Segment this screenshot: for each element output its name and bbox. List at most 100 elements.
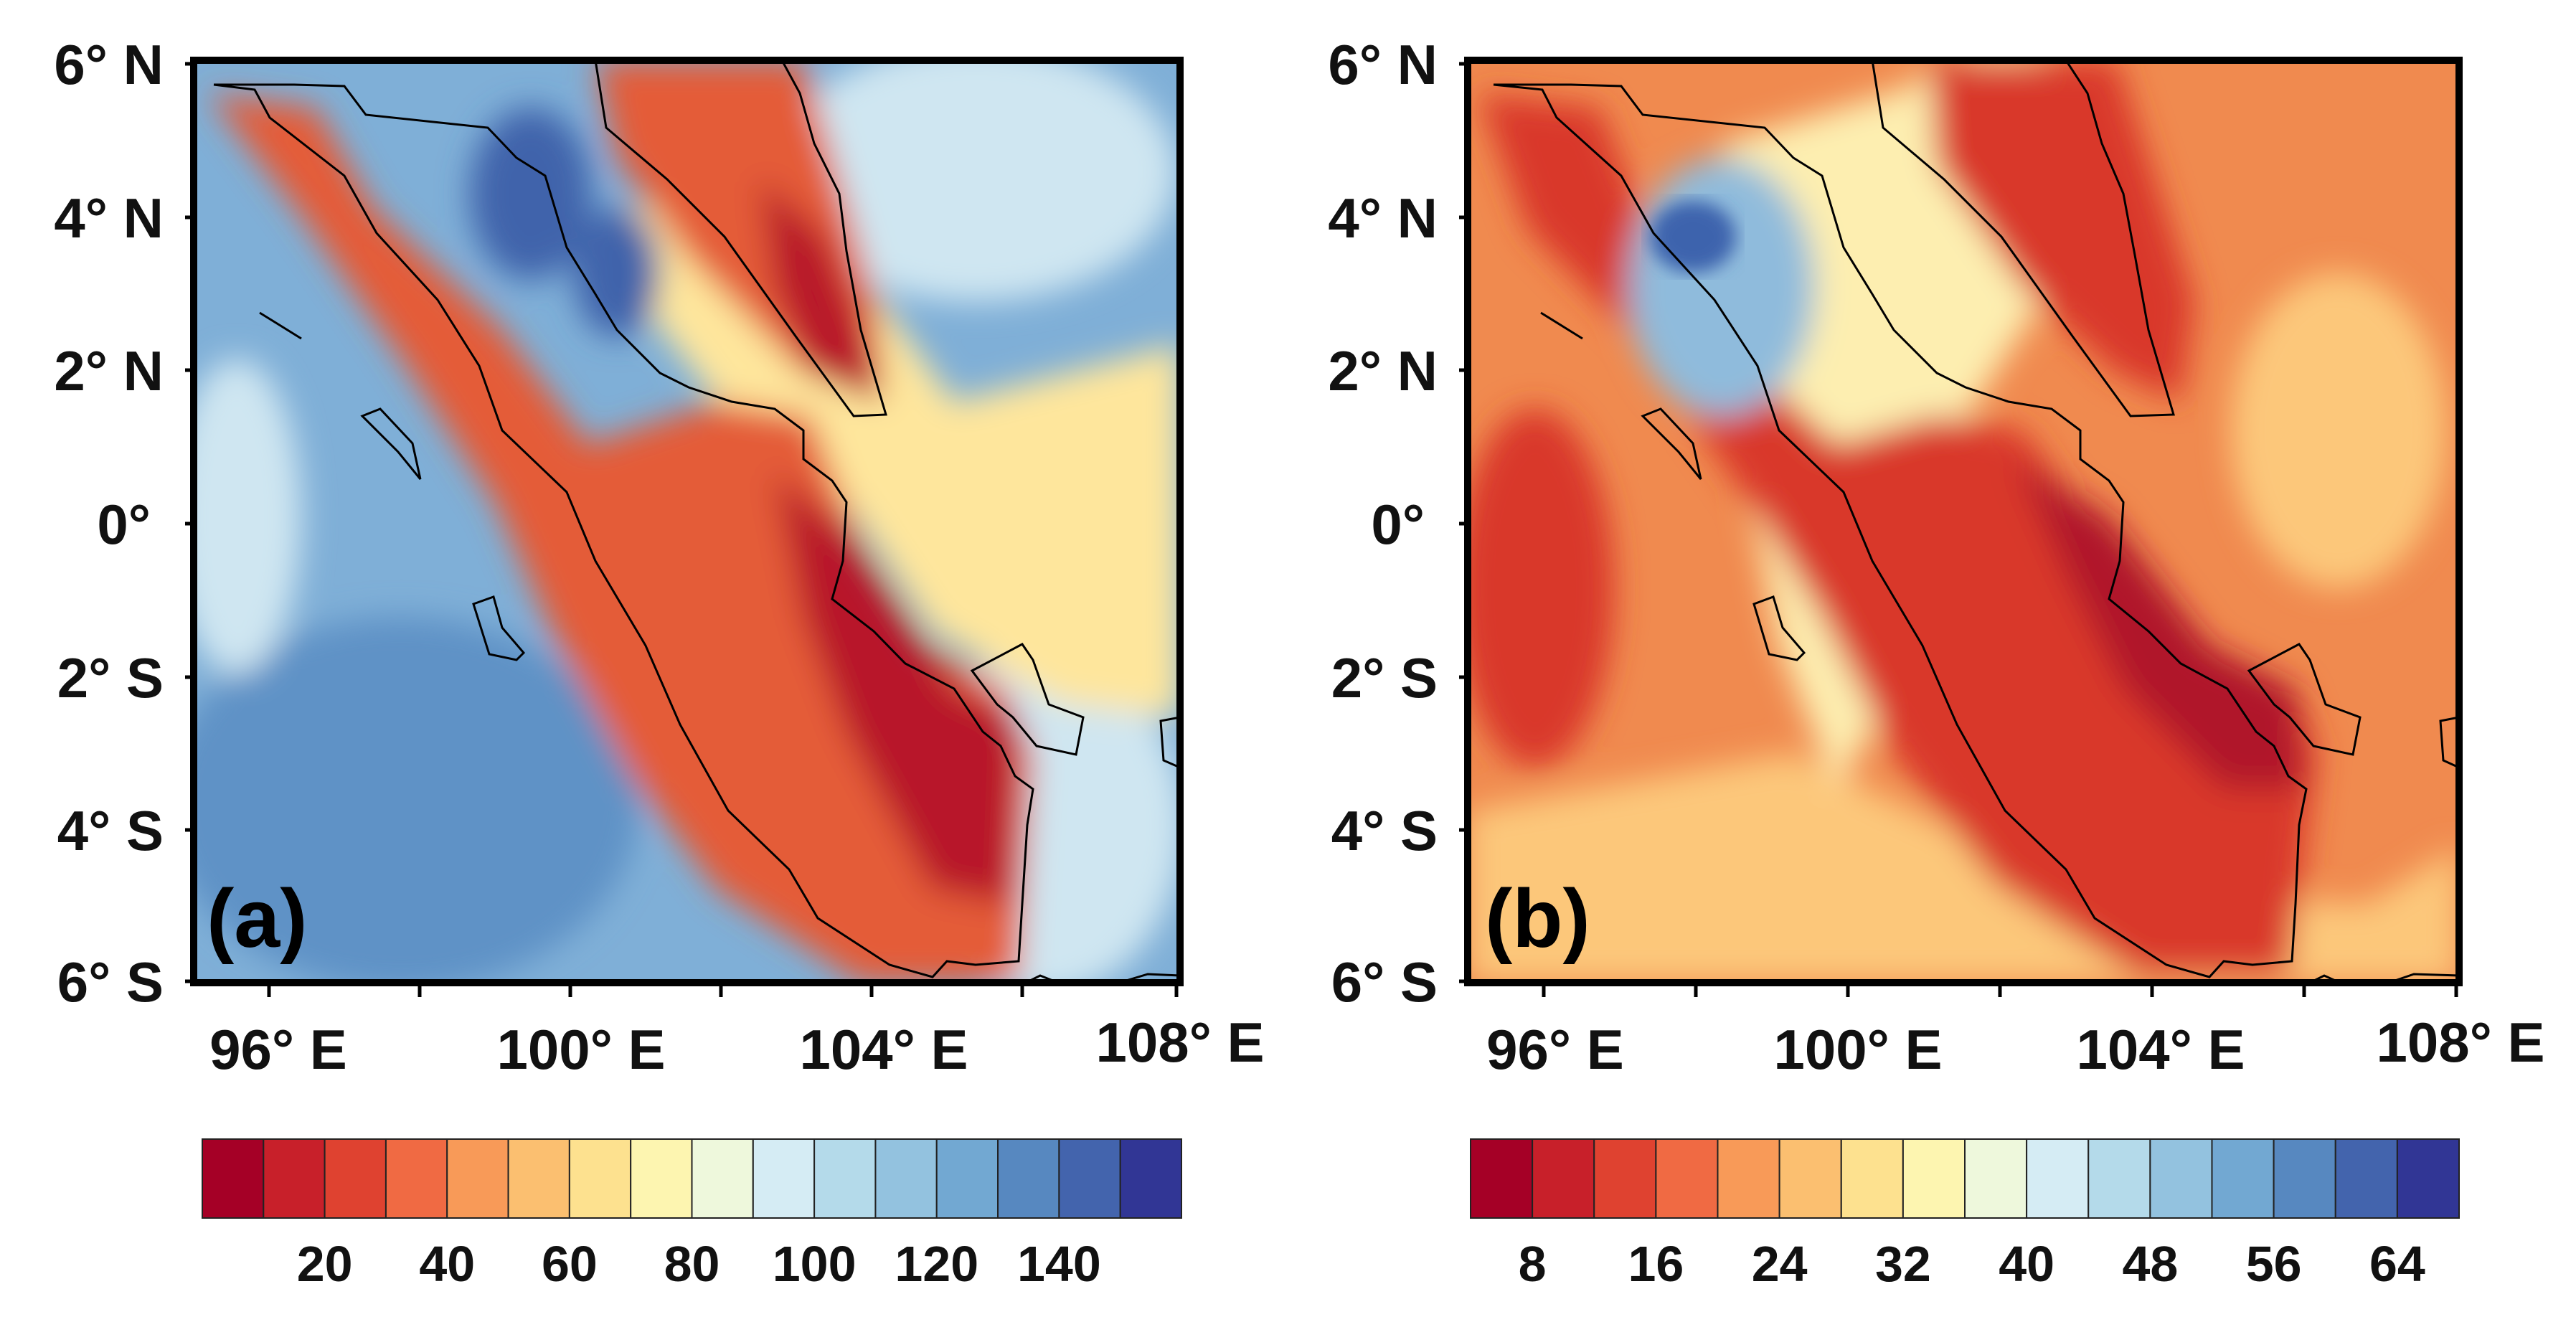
lat-label-a: 4° N [54, 187, 164, 250]
colorbar-tick-label: 20 [297, 1236, 353, 1292]
colorbar-swatch [1532, 1138, 1595, 1219]
panel-label-b: (b) [1485, 873, 1590, 965]
lon-labels-a: 96° E 100° E 104° E 108° E [209, 1011, 1264, 1081]
lon-label-a: 104° E [799, 1018, 968, 1081]
lat-label-a: 2° N [54, 339, 164, 402]
colorbar-swatch [2211, 1138, 2275, 1219]
colorbar-swatch [874, 1138, 938, 1219]
colorbar-swatch [2396, 1138, 2460, 1219]
colorbar-swatch [1840, 1138, 1904, 1219]
ocean-light-a3 [194, 359, 301, 674]
colorbar-swatch [1778, 1138, 1842, 1219]
island-b-1 [1641, 407, 1702, 480]
colorbar-tick-label: 16 [1628, 1236, 1684, 1292]
lon-tickmarks-a [267, 983, 1179, 997]
map-a-field [194, 60, 1180, 983]
colorbar-swatch [202, 1138, 265, 1219]
island-a-5 [259, 311, 302, 340]
lon-tickmarks-b [1542, 983, 2458, 997]
lat-labels-b: 6° N 4° N 2° N 0° 2° S 4° S 6° S [1328, 33, 1438, 1014]
colorbar-swatch [1902, 1138, 1966, 1219]
lat-label-b: 6° N [1328, 33, 1438, 96]
colorbar-swatch [935, 1138, 999, 1219]
island-a-3 [970, 643, 1085, 756]
island-a-4 [1159, 716, 1180, 769]
colorbar-tick-label: 40 [1999, 1236, 2054, 1292]
colorbar-swatch [1470, 1138, 1534, 1219]
colorbar-tick-label: 140 [1017, 1236, 1101, 1292]
panel-label-a: (a) [207, 873, 308, 965]
colorbar-swatch [2273, 1138, 2336, 1219]
lat-label-b: 4° N [1328, 187, 1438, 250]
highland-b-core [1650, 201, 1736, 273]
lon-label-a: 108° E [1095, 1011, 1264, 1074]
colorbar-b-tick-labels: 8 16 24 32 40 48 56 64 [1519, 1236, 2425, 1292]
ocean-light-b2 [2231, 273, 2446, 588]
colorbar-tick-label: 80 [664, 1236, 720, 1292]
island-a-1 [360, 407, 422, 480]
colorbar-swatch [446, 1138, 509, 1219]
lon-label-a: 96° E [209, 1018, 347, 1081]
colorbar-swatch [1058, 1138, 1121, 1219]
coastlines-a [213, 60, 1180, 983]
colorbar-swatch [1717, 1138, 1780, 1219]
colorbar-tick-label: 32 [1875, 1236, 1931, 1292]
lon-label-b: 96° E [1486, 1018, 1624, 1081]
island-b-3 [2247, 643, 2362, 756]
coastline-north-b [1871, 60, 2175, 417]
colorbar-tick-label: 64 [2369, 1236, 2425, 1292]
colorbar-swatch [813, 1138, 877, 1219]
colorbar-swatch [324, 1138, 387, 1219]
colorbar-a-swatches [202, 1138, 1182, 1219]
colorbar-tick-label: 40 [419, 1236, 475, 1292]
lat-label-a: 6° S [57, 950, 164, 1014]
lat-label-b: 6° S [1331, 950, 1438, 1014]
map-b-field [1468, 60, 2459, 983]
coastlines-b [1493, 60, 2459, 983]
colorbar-swatch [1593, 1138, 1657, 1219]
lon-labels-b: 96° E 100° E 104° E 108° E [1486, 1011, 2544, 1081]
colorbar-b-swatches [1470, 1138, 2460, 1219]
colorbar-tick-label: 120 [895, 1236, 978, 1292]
colorbar-a-tick-labels: 20 40 60 80 100 120 140 [297, 1236, 1101, 1292]
lat-label-b: 2° N [1328, 339, 1438, 402]
north-land-field-b [1930, 60, 2195, 402]
colorbar-tick-label: 56 [2246, 1236, 2302, 1292]
colorbar-swatch [1964, 1138, 2028, 1219]
map-frame-b [1464, 57, 2463, 986]
highland-b [1628, 158, 1815, 416]
ocean-light-a2 [775, 60, 1176, 301]
colorbar-tick-label: 100 [773, 1236, 857, 1292]
sumatra-field-a [208, 93, 1033, 983]
lon-label-b: 104° E [2076, 1018, 2245, 1081]
lat-label-a: 6° N [54, 33, 164, 96]
colorbar-swatch [691, 1138, 754, 1219]
colorbar-swatch [2334, 1138, 2398, 1219]
colorbar-tick-label: 24 [1752, 1236, 1808, 1292]
island-a-2 [472, 595, 526, 661]
highland-a [470, 108, 592, 280]
colorbar-swatch [2026, 1138, 2090, 1219]
sumatra-core-a [775, 473, 1019, 904]
colorbar-tick-label: 8 [1519, 1236, 1547, 1292]
coastline-sumatra-west-b [1493, 83, 2308, 978]
colorbar-swatch [2149, 1138, 2213, 1219]
lon-label-b: 108° E [2376, 1011, 2544, 1074]
colorbar-tick-label: 60 [542, 1236, 598, 1292]
colorbar-swatch [384, 1138, 448, 1219]
lat-label-a: 2° S [57, 646, 164, 709]
panel-a: 6° N 4° N 2° N 0° 2° S 4° S 6° S 96° E 1… [54, 33, 1264, 1292]
ocean-deep-a [194, 617, 638, 983]
colorbar-swatch [752, 1138, 816, 1219]
lon-label-b: 100° E [1773, 1018, 1942, 1081]
coastline-north-a [594, 60, 887, 417]
colorbar-swatch [1655, 1138, 1719, 1219]
lat-label-a: 4° S [57, 799, 164, 862]
colorbar-a: 20 40 60 80 100 120 140 [202, 1138, 1182, 1292]
lat-tickmarks-b [1459, 62, 1468, 983]
map-frame-a [190, 57, 1184, 986]
colorbar-swatch [1119, 1138, 1182, 1219]
island-b-4 [2439, 716, 2459, 769]
lat-labels-a: 6° N 4° N 2° N 0° 2° S 4° S 6° S [54, 33, 164, 1014]
